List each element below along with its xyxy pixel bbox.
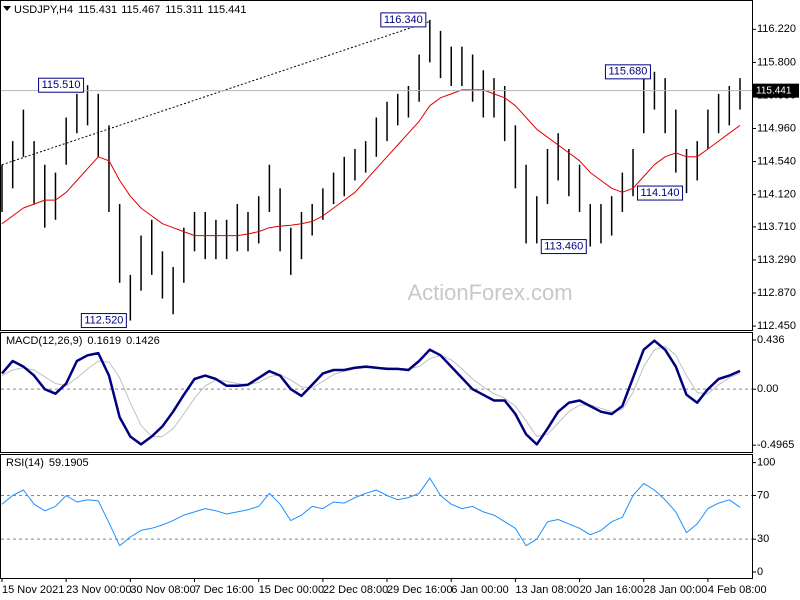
x-tick-label: 23 Nov 00:00 <box>66 584 131 596</box>
x-tick-label: 15 Dec 00:00 <box>259 584 324 596</box>
x-tick-label: 15 Nov 2021 <box>2 584 64 596</box>
x-tick-label: 4 Feb 08:00 <box>708 584 767 596</box>
annotation-box <box>604 64 651 80</box>
rsi-line <box>1 477 741 547</box>
y-tick-label: 113.290 <box>757 254 796 266</box>
y-tick-label: 0.436 <box>757 334 785 346</box>
rsi-panel <box>0 454 753 579</box>
y-tick-label: 112.870 <box>757 287 796 299</box>
panel-title: RSI(14) <box>6 457 44 469</box>
x-tick-label: 7 Dec 16:00 <box>195 584 254 596</box>
x-tick-label: 30 Nov 08:00 <box>130 584 195 596</box>
readout-value: 115.467 <box>121 4 160 16</box>
annotation-label: 116.340 <box>384 14 423 26</box>
y-tick-label: 113.710 <box>757 221 796 233</box>
watermark: ActionForex.com <box>407 280 572 305</box>
x-tick-label: 13 Jan 08:00 <box>515 584 579 596</box>
y-tick-label: 30 <box>757 533 769 545</box>
price-panel <box>0 0 753 331</box>
readout-value: 115.311 <box>165 4 203 16</box>
annotation-label: 112.520 <box>84 314 123 326</box>
y-tick-label: 114.960 <box>757 122 796 134</box>
annotation-box <box>540 239 587 255</box>
x-tick-label: 29 Dec 16:00 <box>387 584 452 596</box>
readout-value: 115.431 <box>78 4 117 16</box>
readout-value: 115.441 <box>208 4 247 16</box>
annotation-box <box>38 77 85 93</box>
panel-header: USDJPY,H4 115.431 115.467 115.311 115.441 <box>14 4 246 16</box>
x-tick-label: 22 Dec 08:00 <box>323 584 388 596</box>
y-tick-label: 116.220 <box>757 23 796 35</box>
y-tick-label: 112.450 <box>757 320 796 332</box>
y-tick-label: -0.4965 <box>757 439 794 451</box>
symbol-icon <box>3 6 11 11</box>
trendline <box>1 20 430 166</box>
y-tick-label: 0 <box>757 566 763 578</box>
panel-header: RSI(14) 59.1905 <box>6 457 89 469</box>
panel-title: USDJPY,H4 <box>14 4 73 16</box>
annotation-label: 114.140 <box>641 187 680 199</box>
last-price-label: 115.441 <box>756 85 792 96</box>
y-tick-label: 114.120 <box>757 189 796 201</box>
x-tick-label: 20 Jan 16:00 <box>580 584 644 596</box>
moving-average <box>1 89 741 237</box>
last-price-box <box>753 83 799 98</box>
y-tick-label: 0.00 <box>757 383 778 395</box>
y-tick-label: 114.540 <box>757 155 796 167</box>
y-tick-label: 115.800 <box>757 56 796 68</box>
y-tick-label: 100 <box>757 457 775 469</box>
x-tick-label: 6 Jan 00:00 <box>451 584 509 596</box>
annotation-box <box>380 12 427 28</box>
readout-value: 0.1619 <box>87 335 121 347</box>
x-tick-label: 28 Jan 00:00 <box>644 584 708 596</box>
readout-value: 59.1905 <box>49 457 89 469</box>
annotation-box <box>637 185 684 201</box>
panel-title: MACD(12,26,9) <box>6 335 82 347</box>
macd-line <box>1 339 741 446</box>
readout-value: 0.1426 <box>126 335 160 347</box>
annotation-label: 115.510 <box>42 79 81 91</box>
annotation-label: 115.680 <box>608 66 647 78</box>
y-tick-label: 70 <box>757 489 769 501</box>
panel-header: MACD(12,26,9) 0.1619 0.1426 <box>6 335 160 347</box>
annotation-box <box>80 313 127 329</box>
annotation-label: 113.460 <box>544 240 583 252</box>
